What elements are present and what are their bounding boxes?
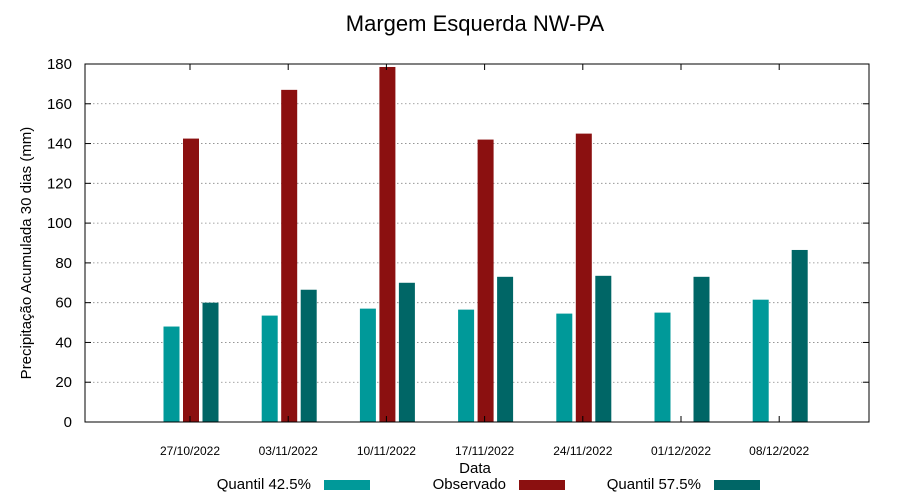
x-axis-label: Data [459,460,491,477]
axis-ticks: 0 20 40 60 80 100 120 140 160 180 27/10/2022 03/11/… [47,56,869,458]
bar-1-2 [379,66,396,422]
x-tick-label: 24/11/2022 [553,444,612,458]
bar-1-0 [183,138,199,423]
legend-label: Quantil 57.5% [607,476,701,493]
bar-1-4 [575,133,592,422]
bar-0-2 [359,308,376,422]
bars [163,66,808,423]
x-tick-label: 27/10/2022 [160,444,220,458]
gridlines [85,103,869,383]
y-tick-label: 20 [55,374,72,391]
y-tick-label: 120 [47,175,72,192]
chart-title: Margem Esquerda NW-PA [346,11,605,36]
y-tick-label: 60 [55,295,72,312]
legend-label: Observado [433,476,506,493]
x-tick-label: 01/12/2022 [651,444,711,458]
bar-2-3 [497,276,514,422]
x-tick-label: 17/11/2022 [455,444,514,458]
bar-0-0 [163,326,180,422]
legend: Quantil 42.5% Observado Quantil 57.5% [217,476,760,493]
bar-2-2 [398,282,415,422]
bar-1-1 [281,89,298,422]
bar-2-1 [300,289,317,422]
y-axis-label: Precipitação Acumulada 30 dias (mm) [18,127,35,380]
legend-swatch [519,480,565,490]
y-tick-label: 0 [64,414,72,431]
legend-swatch [324,480,370,490]
bar-2-4 [595,275,612,422]
bar-0-4 [556,313,573,422]
bar-2-0 [202,302,219,422]
bar-0-5 [654,312,671,422]
bar-0-3 [458,309,475,422]
y-tick-label: 140 [47,136,72,153]
y-tick-label: 180 [47,56,72,73]
y-tick-label: 160 [47,96,72,113]
y-tick-label: 40 [55,334,72,351]
x-tick-label: 03/11/2022 [259,444,318,458]
legend-label: Quantil 42.5% [217,476,311,493]
y-tick-label: 80 [55,255,72,272]
bar-1-3 [477,139,494,423]
bar-0-1 [261,315,278,422]
y-tick-label: 100 [47,215,72,232]
legend-swatch [714,480,760,490]
plot-frame [84,63,870,423]
x-tick-label: 08/12/2022 [749,444,809,458]
bar-2-5 [693,276,710,422]
x-tick-label: 10/11/2022 [357,444,416,458]
bar-0-6 [752,299,769,422]
bar-2-6 [791,249,808,422]
